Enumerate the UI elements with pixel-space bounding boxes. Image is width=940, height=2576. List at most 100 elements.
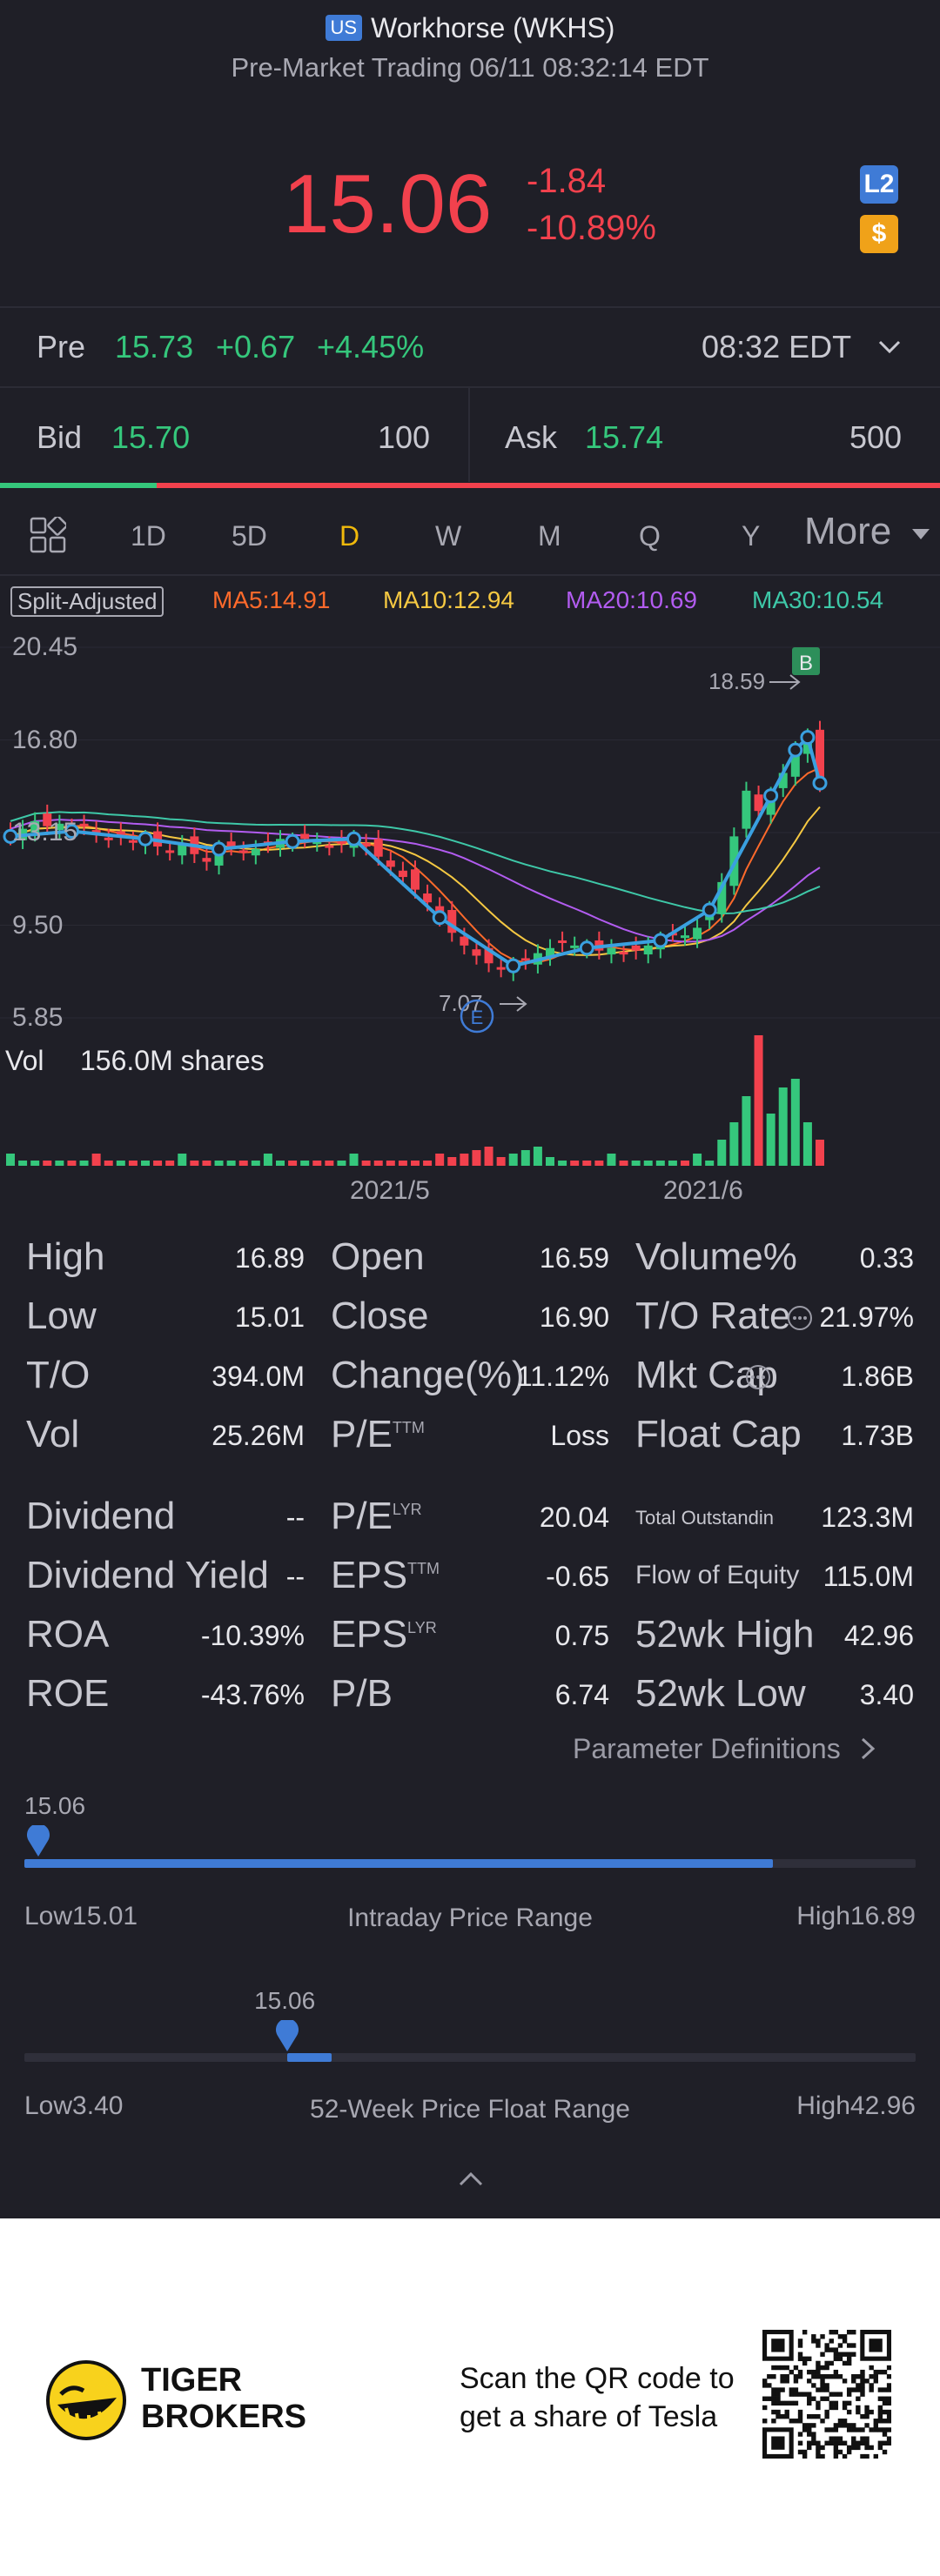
intraday-low: Low15.01: [24, 1902, 138, 1930]
candle-body: [643, 945, 653, 955]
bid-ask-row: Bid 15.70 100 Ask 15.74 500: [0, 388, 940, 482]
candle-body: [411, 869, 420, 890]
ma5-value: MA5:14.91: [212, 586, 331, 613]
parameter-definitions-link[interactable]: Parameter Definitions: [573, 1733, 876, 1765]
trend-point: [763, 788, 779, 804]
parameter-definitions-label: Parameter Definitions: [573, 1733, 841, 1764]
volume-bar: [337, 1161, 346, 1166]
info-more-icon[interactable]: [787, 1305, 813, 1331]
trend-point: [64, 824, 79, 840]
candlestick-chart[interactable]: 20.45 16.80 13.15 9.50 5.85 18.59 7.07 B…: [0, 574, 940, 1201]
ask-size: 500: [849, 419, 903, 455]
volume-bar: [790, 1079, 800, 1166]
volume-bar: [570, 1161, 580, 1166]
week52-current-price: 15.06: [254, 1987, 316, 2014]
candle-body: [55, 823, 64, 831]
level2-badge[interactable]: L2: [860, 165, 898, 204]
volume-bar: [802, 1122, 812, 1166]
volume-bar: [496, 1157, 506, 1166]
candle-body: [91, 830, 101, 834]
tab-weekly[interactable]: W: [435, 520, 462, 552]
pre-market-row[interactable]: Pre 15.73 +0.67 +4.45% 08:32 EDT: [0, 306, 940, 386]
week52-low: Low3.40: [24, 2091, 124, 2120]
tab-5d[interactable]: 5D: [232, 520, 267, 552]
earnings-marker[interactable]: [460, 999, 494, 1034]
stat-value: --: [285, 1561, 305, 1592]
volume-bar: [668, 1161, 677, 1166]
stat-label-text: EPS: [331, 1613, 408, 1656]
trend-point: [579, 940, 594, 956]
candle-body: [238, 850, 248, 853]
trend-point: [138, 831, 153, 846]
volume-bar: [705, 1161, 715, 1166]
volume-bar: [104, 1161, 113, 1166]
volume-bar: [398, 1161, 407, 1166]
split-adjusted-toggle[interactable]: Split-Adjusted: [10, 586, 164, 617]
stat-label-text: P/E: [331, 1413, 393, 1455]
earnings-marker-label: E: [471, 1007, 484, 1028]
currency-badge[interactable]: $: [860, 215, 898, 253]
candle-body: [165, 850, 175, 853]
candle-body: [496, 967, 506, 970]
stat-label: T/O Rate: [635, 1295, 791, 1337]
brand-line-2: BROKERS: [141, 2399, 307, 2435]
stat-value: 394.0M: [212, 1361, 305, 1392]
volume-bar: [508, 1154, 518, 1166]
week52-range-caption: 52-Week Price Float Range: [310, 2095, 630, 2124]
stat-label: Open: [331, 1235, 425, 1279]
tab-more[interactable]: More: [804, 510, 892, 552]
stat-label: EPSTTM: [331, 1554, 440, 1597]
volume-bar: [178, 1154, 187, 1166]
chevron-down-icon[interactable]: [877, 339, 902, 355]
volume-bar: [276, 1161, 285, 1166]
pre-change-percent: +4.45%: [317, 329, 425, 365]
stat-value: 25.26M: [212, 1420, 305, 1451]
candle-body: [79, 823, 89, 826]
info-more-icon[interactable]: [745, 1364, 771, 1390]
stat-value: 16.59: [539, 1242, 609, 1274]
volume-bar: [91, 1154, 101, 1166]
candle-body: [325, 845, 334, 848]
pre-time: 08:32 EDT: [702, 329, 852, 365]
tab-daily[interactable]: D: [339, 520, 360, 552]
volume-bar: [251, 1161, 260, 1166]
volume-bar: [472, 1150, 481, 1166]
stat-label: Dividend: [26, 1495, 176, 1537]
caret-down-icon[interactable]: [912, 529, 930, 541]
tab-1d[interactable]: 1D: [131, 520, 166, 552]
stat-value: 16.90: [539, 1301, 609, 1333]
location-pin-icon: [27, 1825, 50, 1857]
share-footer: [0, 2218, 940, 2576]
y-tick: 5.85: [12, 1003, 63, 1032]
volume-bar: [43, 1161, 52, 1166]
volume-bar: [30, 1161, 40, 1166]
volume-bar: [190, 1161, 199, 1166]
volume-bar: [141, 1161, 150, 1166]
last-price: 15.06: [283, 157, 493, 251]
volume-bar: [226, 1161, 236, 1166]
grid-layout-icon[interactable]: [30, 517, 66, 553]
volume-bar: [655, 1161, 665, 1166]
volume-value: 156.0M shares: [80, 1045, 265, 1076]
tab-quarterly[interactable]: Q: [639, 520, 661, 552]
volume-bar: [300, 1161, 310, 1166]
divider: [468, 388, 470, 482]
stock-title-row: US Workhorse (WKHS): [0, 12, 940, 44]
stat-value: 0.75: [554, 1620, 609, 1651]
intraday-range-fill: [24, 1859, 774, 1868]
qr-code[interactable]: [762, 2330, 891, 2459]
volume-bar: [717, 1140, 727, 1166]
candle-body: [43, 813, 52, 826]
stat-value: 11.12%: [516, 1361, 609, 1392]
chevron-up-icon[interactable]: [458, 2170, 484, 2187]
stat-label-text: P/B: [331, 1672, 393, 1715]
volume-bar: [766, 1114, 776, 1166]
tab-monthly[interactable]: M: [538, 520, 561, 552]
tab-yearly[interactable]: Y: [742, 520, 761, 552]
volume-bar: [288, 1161, 298, 1166]
candle-body: [251, 848, 260, 856]
volume-bar: [202, 1161, 212, 1166]
trend-point: [800, 730, 816, 746]
stat-label-superscript: LYR: [392, 1501, 422, 1518]
buy-marker[interactable]: [792, 647, 820, 675]
